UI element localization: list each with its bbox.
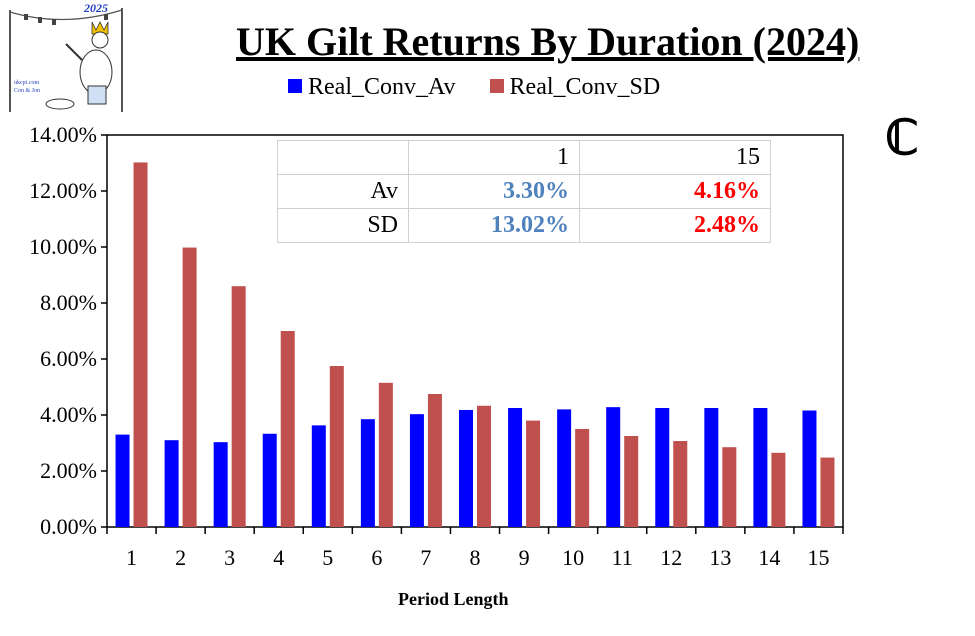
legend-swatch-av — [288, 79, 302, 93]
bar-sd — [722, 447, 737, 527]
stats-av-15: 4.16% — [579, 174, 771, 209]
x-tick-label: 12 — [660, 545, 682, 570]
stats-header-15: 15 — [579, 140, 771, 175]
stats-header-row: 1 15 — [277, 140, 771, 175]
bar-av — [802, 410, 817, 527]
bar-av — [311, 425, 326, 527]
stats-av-1: 3.30% — [408, 174, 580, 209]
stats-label-av: Av — [277, 174, 409, 209]
y-tick-label: 12.00% — [29, 178, 97, 203]
x-axis-label: Period Length — [398, 589, 509, 609]
bar-av — [213, 442, 228, 527]
bar-av — [360, 419, 375, 527]
bar-sd — [378, 382, 393, 527]
chart-title: UK Gilt Returns By Duration (2024) — [236, 19, 860, 64]
x-tick-label: 13 — [709, 545, 731, 570]
y-tick-label: 0.00% — [40, 514, 97, 539]
bar-av — [655, 408, 670, 527]
bar-sd — [280, 331, 295, 527]
bar-av — [459, 409, 473, 527]
bar-av — [704, 408, 719, 527]
bar-av — [508, 408, 523, 527]
bar-sd — [526, 420, 541, 527]
bar-av — [262, 433, 277, 527]
x-tick-label: 5 — [322, 545, 333, 570]
bar-av — [164, 440, 179, 527]
y-tick-label: 6.00% — [40, 346, 97, 371]
bar-sd — [575, 429, 590, 527]
bar-sd — [771, 452, 786, 527]
bar-sd — [477, 405, 491, 527]
corner-mark: ℂ — [885, 112, 919, 165]
bar-av — [753, 408, 768, 527]
bar-sd — [427, 394, 442, 527]
legend-item-sd: Real_Conv_SD — [489, 74, 661, 100]
legend-swatch-sd — [489, 79, 504, 93]
x-tick-label: 8 — [470, 545, 481, 570]
x-tick-label: 1 — [126, 545, 137, 570]
legend-item-av: Real_Conv_Av — [288, 74, 456, 100]
x-tick-label: 10 — [562, 545, 584, 570]
y-tick-label: 2.00% — [40, 458, 97, 483]
logo-site: ukcpi.com — [14, 80, 39, 86]
legend-label-av: Real_Conv_Av — [308, 74, 456, 100]
stats-table: 1 15 Av 3.30% 4.16% SD 13.02% 2.48% — [277, 140, 771, 243]
x-tick-label: 15 — [807, 545, 829, 570]
x-tick-label: 2 — [175, 545, 186, 570]
x-tick-label: 9 — [519, 545, 530, 570]
bar-av — [409, 414, 424, 527]
stats-row-sd: SD 13.02% 2.48% — [277, 208, 771, 243]
y-tick-label: 8.00% — [40, 290, 97, 315]
legend-label-sd: Real_Conv_SD — [509, 74, 661, 100]
x-tick-label: 6 — [371, 545, 382, 570]
bar-sd — [231, 286, 246, 527]
bar-av — [606, 407, 621, 527]
stats-label-sd: SD — [277, 208, 409, 243]
y-tick-label: 14.00% — [29, 122, 97, 147]
stats-sd-1: 13.02% — [408, 208, 580, 243]
plot-area-border — [106, 134, 844, 528]
stats-sd-15: 2.48% — [579, 208, 771, 243]
bar-av — [557, 409, 572, 527]
bar-av — [115, 434, 130, 527]
bar-sd — [624, 436, 639, 527]
x-tick-label: 14 — [758, 545, 780, 570]
logo-author: Con & Jon — [14, 88, 40, 94]
logo-cartoon: 2025 ukcpi.com Con & Jon — [9, 1, 123, 112]
bar-sd — [133, 162, 148, 527]
bar-sd — [329, 366, 344, 527]
bar-sd — [673, 441, 688, 527]
x-tick-label: 3 — [224, 545, 235, 570]
bar-sd — [182, 247, 197, 527]
x-tick-label: 11 — [612, 545, 633, 570]
y-tick-label: 10.00% — [29, 234, 97, 259]
y-tick-label: 4.00% — [40, 402, 97, 427]
x-tick-label: 4 — [273, 545, 284, 570]
x-tick-label: 7 — [420, 545, 431, 570]
stats-header-blank — [277, 140, 409, 175]
chart-legend: Real_Conv_Av Real_Conv_SD — [288, 74, 688, 101]
logo-year: 2025 — [83, 1, 108, 15]
stats-row-av: Av 3.30% 4.16% — [277, 174, 771, 209]
stats-header-1: 1 — [408, 140, 580, 175]
bar-sd — [820, 457, 835, 527]
